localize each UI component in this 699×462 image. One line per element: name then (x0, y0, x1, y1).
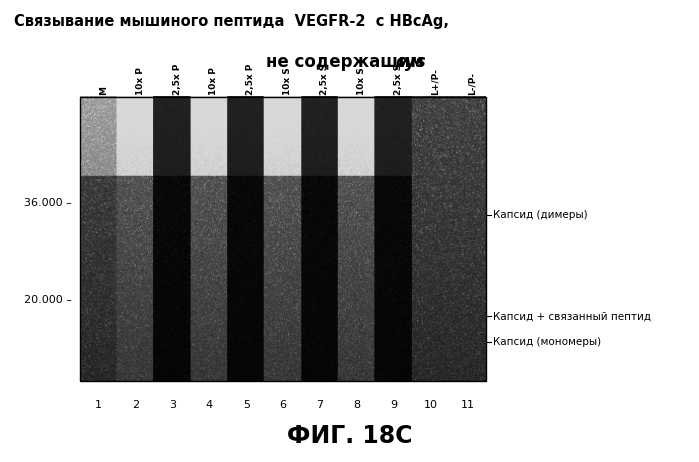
Text: 1: 1 (95, 400, 102, 410)
Text: L+/P-: L+/P- (431, 68, 440, 95)
Text: 2,5x P: 2,5x P (173, 63, 182, 95)
Text: 9: 9 (390, 400, 397, 410)
Text: не содержащим: не содержащим (266, 53, 429, 71)
Text: 5: 5 (243, 400, 250, 410)
Text: cys: cys (395, 53, 426, 71)
Text: 2,5x S: 2,5x S (394, 63, 403, 95)
Text: 3: 3 (169, 400, 176, 410)
Text: 36.000 –: 36.000 – (24, 198, 72, 208)
Text: 10x P: 10x P (210, 67, 218, 95)
Text: 4: 4 (206, 400, 213, 410)
Text: 10x P: 10x P (136, 67, 145, 95)
Text: 2,5x P: 2,5x P (246, 63, 255, 95)
Text: ФИГ. 18C: ФИГ. 18C (287, 424, 412, 448)
Text: 10: 10 (424, 400, 438, 410)
Text: 10x S: 10x S (356, 67, 366, 95)
Text: Капсид (димеры): Капсид (димеры) (493, 210, 587, 220)
Text: 10x S: 10x S (283, 67, 292, 95)
Text: 11: 11 (461, 400, 475, 410)
Text: 8: 8 (353, 400, 361, 410)
Text: 2,5x S: 2,5x S (320, 63, 329, 95)
Text: Связывание мышиного пептида  VEGFR-2  с HBcAg,: Связывание мышиного пептида VEGFR-2 с HB… (14, 14, 449, 29)
Text: 2: 2 (132, 400, 139, 410)
Text: M: M (99, 86, 108, 95)
Text: Капсид + связанный пептид: Капсид + связанный пептид (493, 311, 651, 322)
Text: 20.000 –: 20.000 – (24, 295, 72, 305)
Text: L-/P-: L-/P- (468, 72, 477, 95)
Text: 7: 7 (317, 400, 324, 410)
Text: Капсид (мономеры): Капсид (мономеры) (493, 337, 601, 347)
Bar (80, 97, 486, 381)
Text: 6: 6 (280, 400, 287, 410)
